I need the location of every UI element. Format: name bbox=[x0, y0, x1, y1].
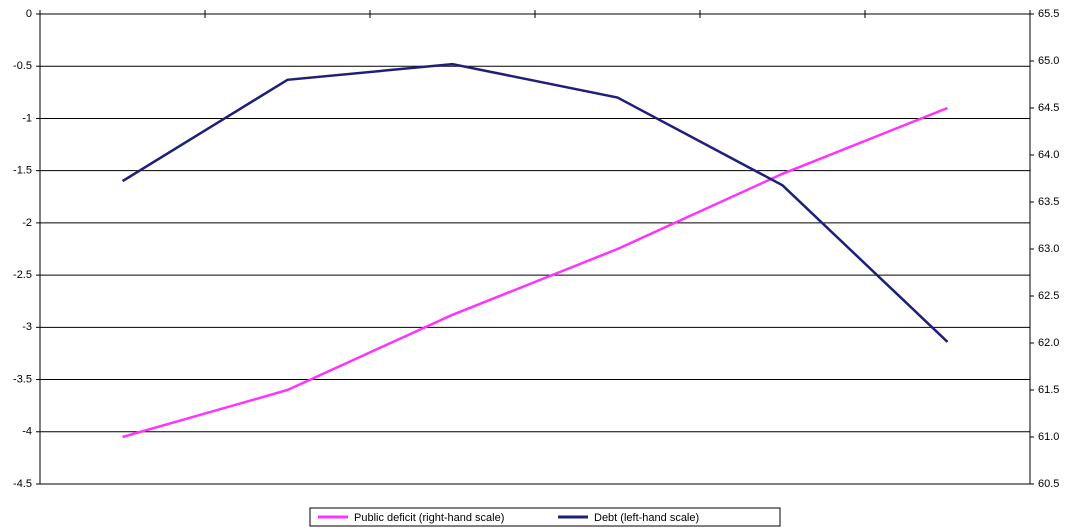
y-tick-label: -0.5 bbox=[13, 60, 32, 72]
y2-tick-label: 61.5 bbox=[1038, 384, 1059, 396]
legend-label: Public deficit (right-hand scale) bbox=[354, 512, 504, 524]
y-tick-label: -1.5 bbox=[13, 165, 32, 177]
y2-tick-label: 64.5 bbox=[1038, 102, 1059, 114]
y2-tick-label: 62.5 bbox=[1038, 290, 1059, 302]
series-line bbox=[121, 62, 949, 343]
y2-tick-label: 60.5 bbox=[1038, 478, 1059, 490]
y-tick-label: -3 bbox=[22, 321, 32, 333]
y2-tick-label: 64.0 bbox=[1038, 149, 1059, 161]
y2-tick-label: 65.0 bbox=[1038, 55, 1059, 67]
y2-tick-label: 63.0 bbox=[1038, 243, 1059, 255]
series-line bbox=[122, 106, 948, 439]
plot-frame bbox=[39, 13, 1031, 485]
y-tick-label: -4.5 bbox=[13, 478, 32, 490]
legend-box bbox=[309, 507, 781, 527]
y-tick-label: -2.5 bbox=[13, 269, 32, 281]
y-tick-label: -2 bbox=[22, 217, 32, 229]
y2-tick-label: 62.0 bbox=[1038, 337, 1059, 349]
y2-tick-label: 65.5 bbox=[1038, 8, 1059, 20]
y2-tick-label: 61.0 bbox=[1038, 431, 1059, 443]
legend-label: Debt (left-hand scale) bbox=[594, 512, 699, 524]
y-tick-label: 0 bbox=[26, 8, 32, 20]
y-tick-label: -1 bbox=[22, 112, 32, 124]
y2-tick-label: 63.5 bbox=[1038, 196, 1059, 208]
y-tick-label: -4 bbox=[22, 426, 32, 438]
y-tick-label: -3.5 bbox=[13, 373, 32, 385]
